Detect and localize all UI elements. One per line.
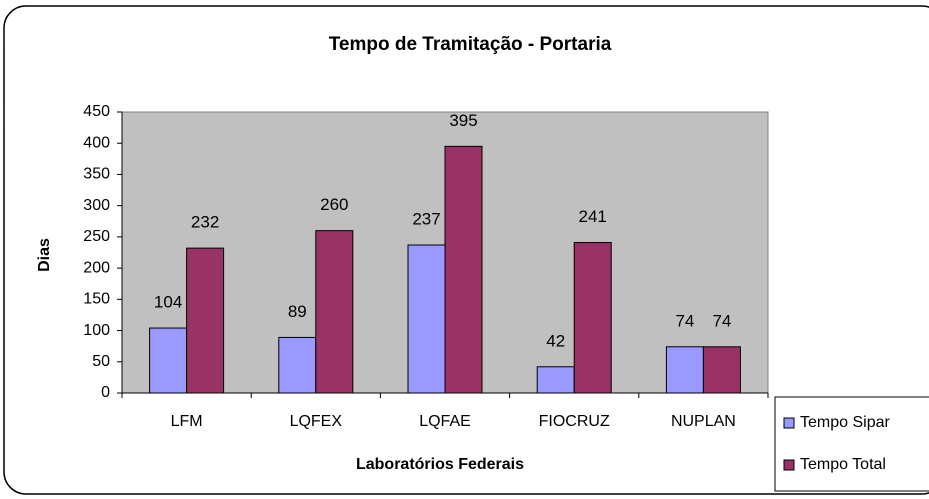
legend-swatch bbox=[783, 459, 795, 471]
y-tick-label: 100 bbox=[83, 322, 110, 339]
data-label: 89 bbox=[288, 302, 307, 321]
y-tick-label: 200 bbox=[83, 259, 110, 276]
y-tick-label: 350 bbox=[83, 166, 110, 183]
data-label: 395 bbox=[449, 111, 477, 130]
y-tick-label: 50 bbox=[92, 353, 110, 370]
data-label: 74 bbox=[712, 311, 731, 330]
bar bbox=[407, 244, 446, 394]
legend-label: Tempo Total bbox=[800, 456, 886, 473]
y-tick-label: 400 bbox=[83, 134, 110, 151]
y-tick-label: 0 bbox=[101, 384, 110, 401]
data-label: 42 bbox=[546, 331, 565, 350]
legend-box bbox=[774, 396, 929, 492]
data-label: 241 bbox=[579, 207, 607, 226]
x-tick-label: LQFAE bbox=[419, 413, 471, 430]
x-tick-label: LFM bbox=[171, 413, 203, 430]
data-label: 232 bbox=[191, 213, 219, 232]
data-label: 237 bbox=[412, 209, 440, 228]
x-tick-label: NUPLAN bbox=[671, 413, 736, 430]
bar bbox=[702, 346, 741, 394]
y-tick-label: 250 bbox=[83, 228, 110, 245]
data-label: 104 bbox=[154, 293, 182, 312]
y-tick-label: 300 bbox=[83, 197, 110, 214]
bar bbox=[149, 327, 188, 394]
bar bbox=[573, 242, 612, 394]
y-tick-label: 150 bbox=[83, 291, 110, 308]
legend-label: Tempo Sipar bbox=[800, 414, 890, 431]
bar bbox=[278, 336, 317, 394]
bar bbox=[665, 346, 704, 394]
bar bbox=[186, 247, 225, 394]
chart-title: Tempo de Tramitação - Portaria bbox=[329, 34, 612, 55]
data-label: 74 bbox=[675, 311, 694, 330]
x-axis-title: Laboratórios Federais bbox=[356, 456, 524, 473]
bar bbox=[444, 145, 483, 394]
legend-swatch bbox=[783, 417, 795, 429]
x-tick-label: LQFEX bbox=[290, 413, 343, 430]
y-tick-label: 450 bbox=[83, 103, 110, 120]
bar bbox=[315, 230, 354, 394]
bar bbox=[536, 366, 575, 394]
data-label: 260 bbox=[320, 195, 348, 214]
y-axis-title: Dias bbox=[36, 238, 53, 272]
x-tick-label: FIOCRUZ bbox=[539, 413, 610, 430]
